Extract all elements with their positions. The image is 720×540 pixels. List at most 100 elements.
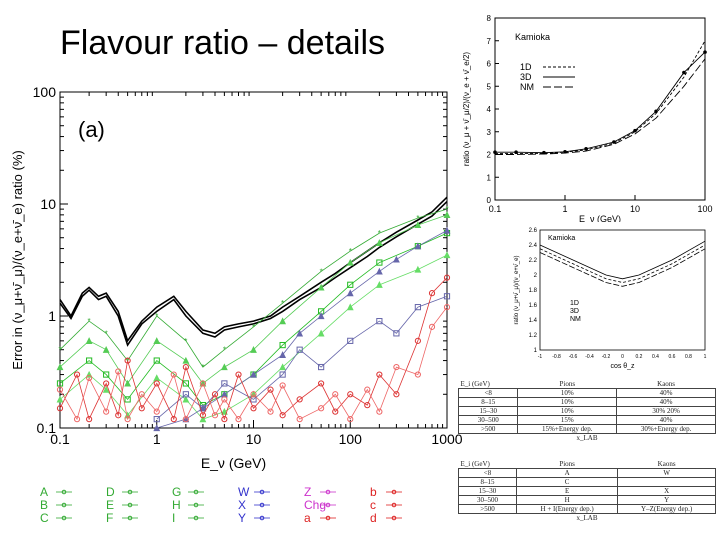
data-point xyxy=(633,128,637,133)
legend-label: 1D xyxy=(520,62,532,72)
data-point xyxy=(364,386,371,393)
data-point xyxy=(85,337,93,344)
table2-pions: A xyxy=(516,468,619,478)
legend-label: X xyxy=(238,498,246,512)
data-point xyxy=(182,363,189,371)
data-point xyxy=(414,221,422,229)
legend-label: G xyxy=(172,485,181,499)
data-point xyxy=(56,363,64,371)
data-point xyxy=(103,371,110,378)
panel-label: (a) xyxy=(78,117,105,142)
legend-label: D xyxy=(106,485,115,499)
legend-marker xyxy=(127,489,133,495)
data-point xyxy=(182,391,189,398)
data-point xyxy=(296,346,303,353)
y-tick-label: 2.6 xyxy=(529,228,538,234)
data-point xyxy=(376,371,383,378)
legend-label: W xyxy=(238,485,250,499)
data-point xyxy=(124,379,132,387)
data-point xyxy=(393,255,400,263)
legend-marker xyxy=(193,489,199,495)
table1-pions: 15%+Energy dep. xyxy=(517,424,618,434)
data-point xyxy=(703,50,707,54)
table2-kaons: Y–Z(Energy dep.) xyxy=(617,504,716,514)
data-point xyxy=(279,371,286,378)
data-point xyxy=(428,323,436,330)
data-point xyxy=(493,150,497,155)
data-point xyxy=(182,416,189,423)
legend-marker xyxy=(325,515,331,521)
data-point xyxy=(199,412,207,419)
y-tick-label: 1 xyxy=(48,308,56,324)
table2-pions: H xyxy=(516,495,619,505)
slide-title: Flavour ratio – details xyxy=(60,24,386,62)
legend-label: F xyxy=(106,511,113,525)
x-tick-label: -1 xyxy=(538,354,543,360)
legend-label: C xyxy=(40,511,49,525)
y-tick-label: 8 xyxy=(487,14,492,23)
series-line-1D xyxy=(539,244,706,283)
x-tick-label: 100 xyxy=(339,431,363,447)
data-point xyxy=(347,337,354,344)
data-point xyxy=(375,239,383,246)
series-line-red-1 xyxy=(59,277,448,421)
data-point xyxy=(375,281,383,288)
data-point xyxy=(115,368,122,375)
legend-label: c xyxy=(370,498,376,512)
legend-marker xyxy=(127,515,133,521)
data-point xyxy=(514,150,518,155)
series-line-blue-2 xyxy=(156,295,448,420)
y-tick-label: 2 xyxy=(487,151,492,160)
data-point xyxy=(346,303,354,311)
data-point xyxy=(138,405,145,412)
data-point xyxy=(221,396,228,403)
legend-marker xyxy=(259,515,265,521)
table1-e: 30–500 xyxy=(457,415,519,425)
data-point: * xyxy=(223,346,226,355)
x-tick-label: 0 xyxy=(621,354,624,360)
data-point xyxy=(584,147,588,151)
legend-marker xyxy=(391,515,397,521)
legend-label: A xyxy=(40,485,48,499)
chart-title: Kamioka xyxy=(548,235,575,242)
data-point xyxy=(279,363,287,371)
x-axis-label: E_ν (GeV) xyxy=(579,214,621,222)
legend-marker xyxy=(127,502,133,508)
data-point xyxy=(267,408,274,415)
series-line-green-1 xyxy=(59,208,448,368)
data-point xyxy=(86,374,93,382)
data-point xyxy=(317,283,325,291)
table1-e: <8 xyxy=(457,388,519,398)
data-point xyxy=(182,380,189,387)
data-point xyxy=(153,380,160,387)
y-tick-label: 1 xyxy=(487,173,492,182)
data-point xyxy=(414,371,421,378)
legend-label: Y xyxy=(238,511,246,525)
data-point xyxy=(86,416,93,423)
y-tick-label: 5 xyxy=(487,82,492,91)
data-point xyxy=(153,416,160,423)
data-point xyxy=(332,408,339,415)
data-point xyxy=(376,259,383,266)
x-tick-label: -0.2 xyxy=(602,354,611,360)
data-point xyxy=(211,391,219,398)
table2-pions: E xyxy=(516,486,619,496)
data-point xyxy=(56,405,64,412)
kamioka-zenith-chart: 1 1.2 1.4 1.6 1.8 2 2.2 2.4 2.6 -1 -0.8 -0.6 -0.4 -0.… xyxy=(514,228,707,370)
data-point xyxy=(235,371,242,378)
table2-kaons: W xyxy=(617,468,716,478)
data-point xyxy=(318,363,325,371)
legend-label: B xyxy=(40,498,48,512)
data-point xyxy=(115,412,122,419)
table1-kaons-title: Kaons xyxy=(657,380,676,388)
table2-row-header: E_i (GeV) xyxy=(460,460,490,468)
data-point xyxy=(347,281,354,288)
data-point xyxy=(221,380,228,387)
table2-pions: H + I(Energy dep.) xyxy=(516,504,619,514)
data-point xyxy=(124,416,131,423)
x-axis-label: cos θ_z xyxy=(610,363,635,370)
plot-frame xyxy=(494,17,706,201)
table2-pions-title: Pions xyxy=(559,460,575,468)
data-point xyxy=(428,290,436,297)
series-line-3D xyxy=(539,240,706,280)
